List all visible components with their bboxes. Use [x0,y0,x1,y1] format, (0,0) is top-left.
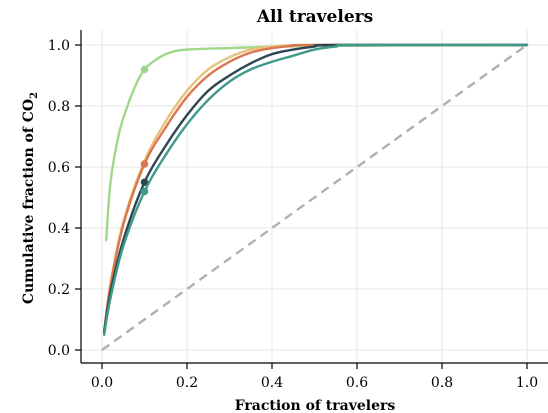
x-tick-label-4: 0.8 [431,375,453,391]
series-line-4 [102,43,529,336]
y-tick-label-5: 1.0 [48,38,70,54]
x-tick-label-5: 1.0 [516,375,538,391]
y-axis-label-subscript: 2 [29,92,40,99]
y-axis-label-main: Cumulative fraction of CO [21,99,37,304]
x-tick-label-3: 0.6 [346,375,368,391]
y-axis-label: Cumulative fraction of CO2 [21,92,40,304]
y-tick-label-4: 0.8 [48,99,70,115]
y-tick-label-1: 0.2 [48,282,70,298]
reference-diagonal-line [101,44,528,351]
y-tick-label-0: 0.0 [48,343,70,359]
series-line-2 [102,43,529,333]
x-tick-label-0: 0.0 [91,375,113,391]
y-tick-label-3: 0.6 [48,160,70,176]
grid [81,30,548,363]
series-layer [102,43,529,336]
x-tick-label-1: 0.2 [176,375,198,391]
chart-title: All travelers [256,7,373,27]
series-marker-2 [140,160,149,168]
axes [80,30,548,364]
series-marker-4 [140,187,149,196]
x-ticks: 0.0 0.2 0.4 0.6 0.8 1.0 [91,363,538,391]
x-axis-label: Fraction of travelers [235,398,396,413]
x-tick-label-2: 0.4 [261,375,283,391]
reference-line-layer [101,44,528,351]
series-line-0 [105,43,529,242]
y-ticks: 0.0 0.2 0.4 0.6 0.8 1.0 [48,38,81,359]
y-tick-label-2: 0.4 [48,221,70,237]
series-marker-0 [140,65,149,74]
series-marker-3 [140,178,149,187]
series-line-3 [102,43,529,333]
